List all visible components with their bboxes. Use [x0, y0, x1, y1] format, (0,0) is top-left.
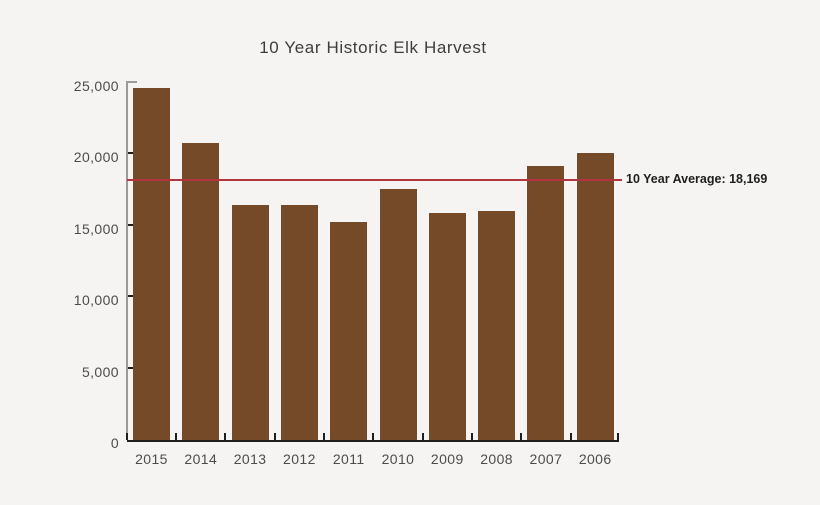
x-label-2014: 2014: [184, 451, 218, 467]
x-axis-end-tick-left: [126, 433, 128, 440]
bar-2007: [527, 165, 565, 440]
chart-title: 10 Year Historic Elk Harvest: [259, 38, 487, 57]
x-axis-gap-tick: [520, 433, 523, 440]
y-label-15000: 15,000: [73, 220, 119, 237]
x-label-2010: 2010: [381, 451, 415, 467]
x-axis-gap-tick: [273, 433, 276, 440]
x-axis-end-tick-right: [616, 433, 619, 440]
bar-2011: [330, 221, 368, 440]
y-tick-15000: [128, 223, 135, 226]
bar-2009: [428, 213, 466, 440]
bar-2014: [182, 143, 220, 440]
bar-2015: [133, 87, 170, 440]
bar-2006: [576, 152, 614, 440]
x-axis-gap-tick: [323, 433, 326, 440]
x-label-2008: 2008: [480, 451, 513, 467]
y-axis-line: [126, 82, 128, 439]
y-label-20000: 20,000: [73, 149, 119, 166]
x-axis-gap-tick: [421, 433, 424, 440]
y-label-5000: 5,000: [81, 363, 119, 380]
bar-2012: [280, 204, 318, 440]
x-axis-gap-tick: [470, 433, 473, 440]
x-axis-gap-tick: [175, 433, 178, 440]
x-axis-gap-tick: [569, 433, 572, 440]
average-line-label: 10 Year Average: 18,169: [626, 172, 768, 187]
bar-2013: [231, 204, 269, 440]
x-label-2012: 2012: [283, 451, 316, 467]
x-label-2006: 2006: [578, 451, 612, 467]
x-label-2007: 2007: [529, 451, 563, 467]
x-axis-gap-tick: [224, 433, 227, 440]
y-label-10000: 10,000: [73, 292, 119, 309]
x-axis-baseline: [127, 440, 619, 442]
bar-2008: [478, 210, 516, 440]
x-axis-gap-tick: [372, 433, 375, 440]
y-tick-20000: [128, 152, 135, 155]
y-tick-5000: [128, 366, 135, 369]
x-label-2011: 2011: [332, 451, 365, 467]
bar-2010: [379, 189, 417, 440]
y-axis-top-cap: [126, 81, 137, 83]
average-line: [127, 178, 622, 181]
x-label-2009: 2009: [430, 451, 464, 467]
y-label-0: 0: [110, 435, 119, 451]
x-label-2015: 2015: [135, 451, 168, 467]
y-tick-10000: [128, 295, 135, 298]
x-label-2013: 2013: [233, 451, 267, 467]
y-label-25000: 25,000: [73, 78, 119, 94]
